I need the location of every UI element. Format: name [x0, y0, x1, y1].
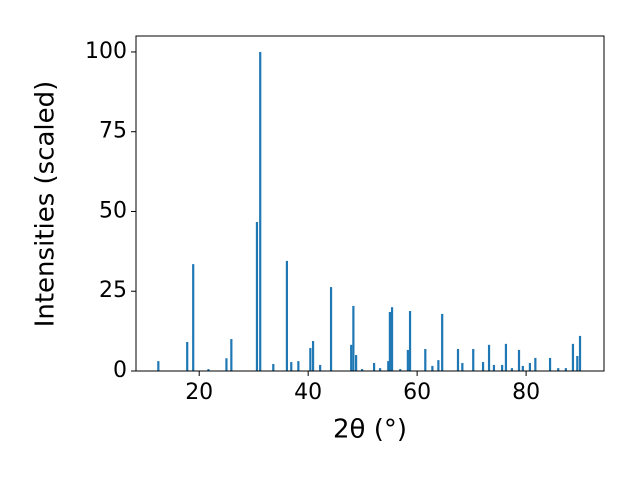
y-tick-label: 25 [99, 278, 127, 303]
bar [431, 365, 434, 371]
y-tick-label: 0 [113, 358, 127, 383]
y-axis-label: Intensities (scaled) [31, 81, 61, 328]
bar [578, 335, 582, 371]
bar [329, 287, 333, 371]
bar [492, 364, 496, 371]
bar [309, 348, 312, 371]
bar [548, 357, 552, 371]
bar [406, 349, 409, 371]
bar [517, 349, 521, 371]
bar [297, 361, 300, 371]
x-tick-label: 80 [512, 380, 540, 405]
bar [441, 313, 444, 371]
bar [557, 368, 560, 371]
bar [352, 305, 355, 371]
bar [437, 360, 440, 371]
bar [571, 343, 575, 371]
x-tick-label: 20 [185, 380, 213, 405]
bar [390, 307, 394, 371]
bar [207, 369, 210, 371]
bar [504, 343, 508, 371]
bar [186, 341, 189, 371]
bar [355, 355, 358, 371]
bar [501, 364, 504, 371]
bar [576, 356, 579, 371]
bar [311, 341, 315, 371]
bar [290, 362, 293, 371]
bar [528, 363, 532, 371]
bar [319, 364, 322, 371]
plot-frame [135, 35, 605, 372]
bar [372, 363, 376, 371]
y-tick-label: 50 [99, 198, 127, 223]
bar [255, 222, 259, 371]
bar [388, 311, 391, 371]
bar [534, 357, 537, 371]
bar [510, 368, 514, 371]
bar [461, 363, 464, 371]
bar [230, 339, 233, 371]
x-axis-label: 2θ (°) [333, 415, 407, 445]
bar [378, 368, 382, 371]
bar [456, 348, 460, 371]
bar [424, 348, 427, 371]
bar [259, 51, 262, 371]
y-tick-label: 75 [99, 119, 127, 144]
y-tick-label: 100 [85, 39, 127, 64]
bar [157, 361, 160, 371]
bar [225, 358, 228, 371]
x-tick-label: 60 [403, 380, 431, 405]
bar [521, 365, 524, 371]
bar [387, 361, 390, 371]
bar [564, 368, 567, 371]
bar [487, 344, 491, 371]
bar [272, 363, 275, 371]
bar [408, 311, 412, 371]
bar [361, 369, 364, 371]
bar [192, 264, 195, 371]
bar [350, 344, 353, 371]
bar [285, 260, 289, 371]
x-tick-label: 40 [294, 380, 322, 405]
bar [481, 362, 485, 371]
bar [472, 348, 475, 371]
bar [399, 369, 402, 371]
